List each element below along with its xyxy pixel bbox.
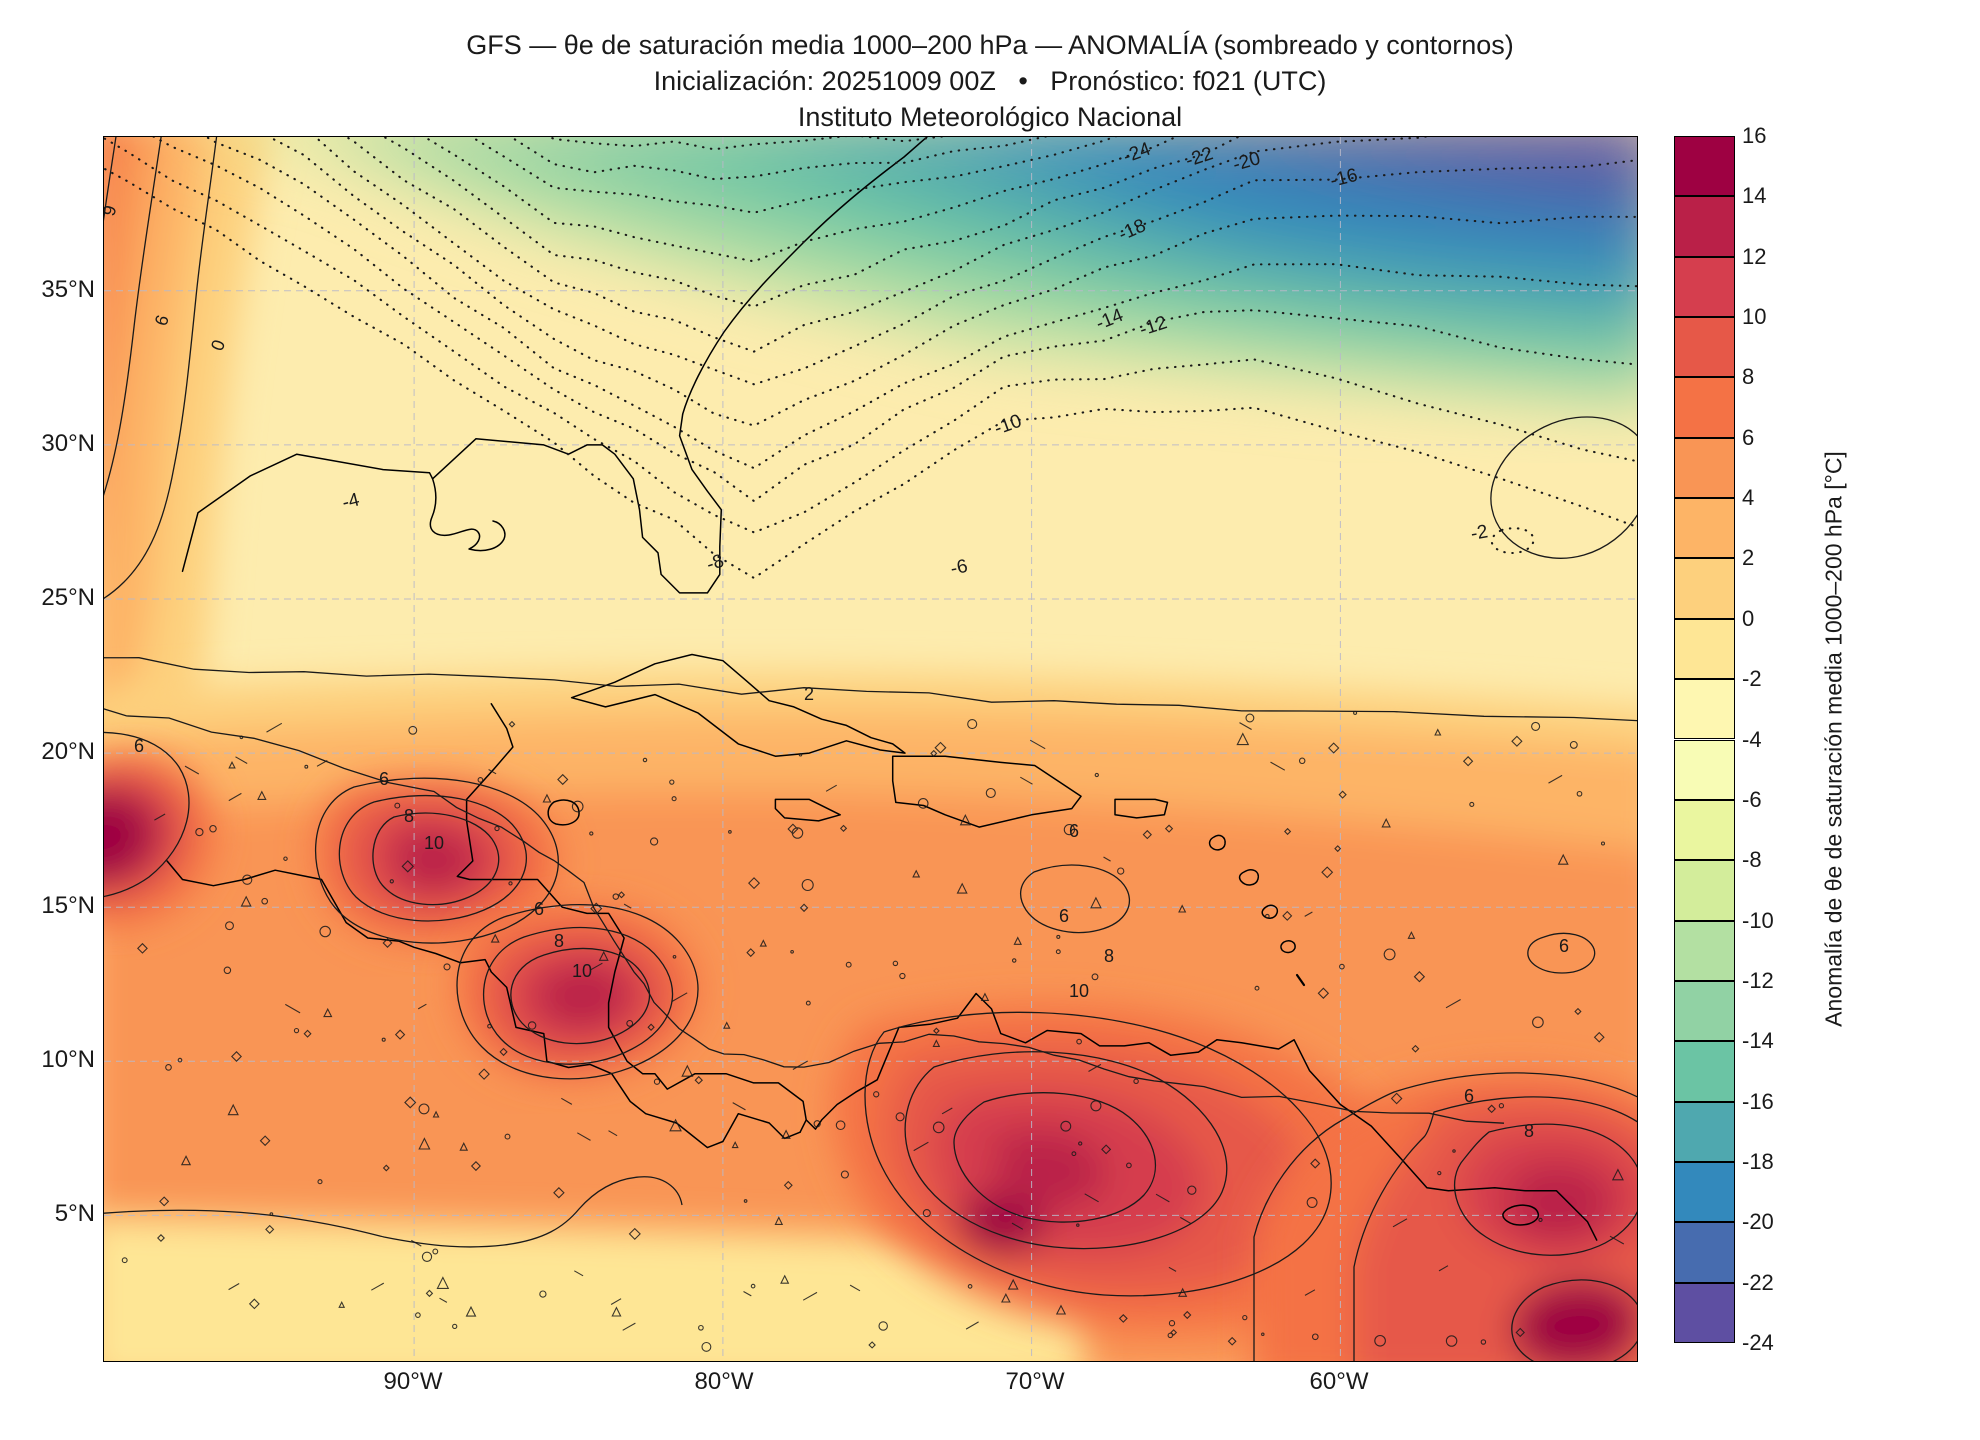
svg-text:8: 8 [1104, 946, 1114, 966]
svg-text:8: 8 [404, 806, 414, 826]
svg-text:10: 10 [1069, 981, 1089, 1001]
svg-text:6: 6 [534, 899, 544, 919]
svg-text:10: 10 [572, 961, 592, 981]
svg-text:6: 6 [1464, 1086, 1474, 1106]
svg-text:6: 6 [379, 769, 389, 789]
svg-text:8: 8 [554, 931, 564, 951]
svg-text:6: 6 [1059, 906, 1069, 926]
svg-text:-2: -2 [1469, 521, 1489, 545]
svg-text:8: 8 [1524, 1121, 1534, 1141]
svg-text:6: 6 [1559, 936, 1569, 956]
svg-text:6: 6 [134, 736, 144, 756]
svg-text:10: 10 [424, 833, 444, 853]
svg-text:2: 2 [804, 684, 814, 704]
